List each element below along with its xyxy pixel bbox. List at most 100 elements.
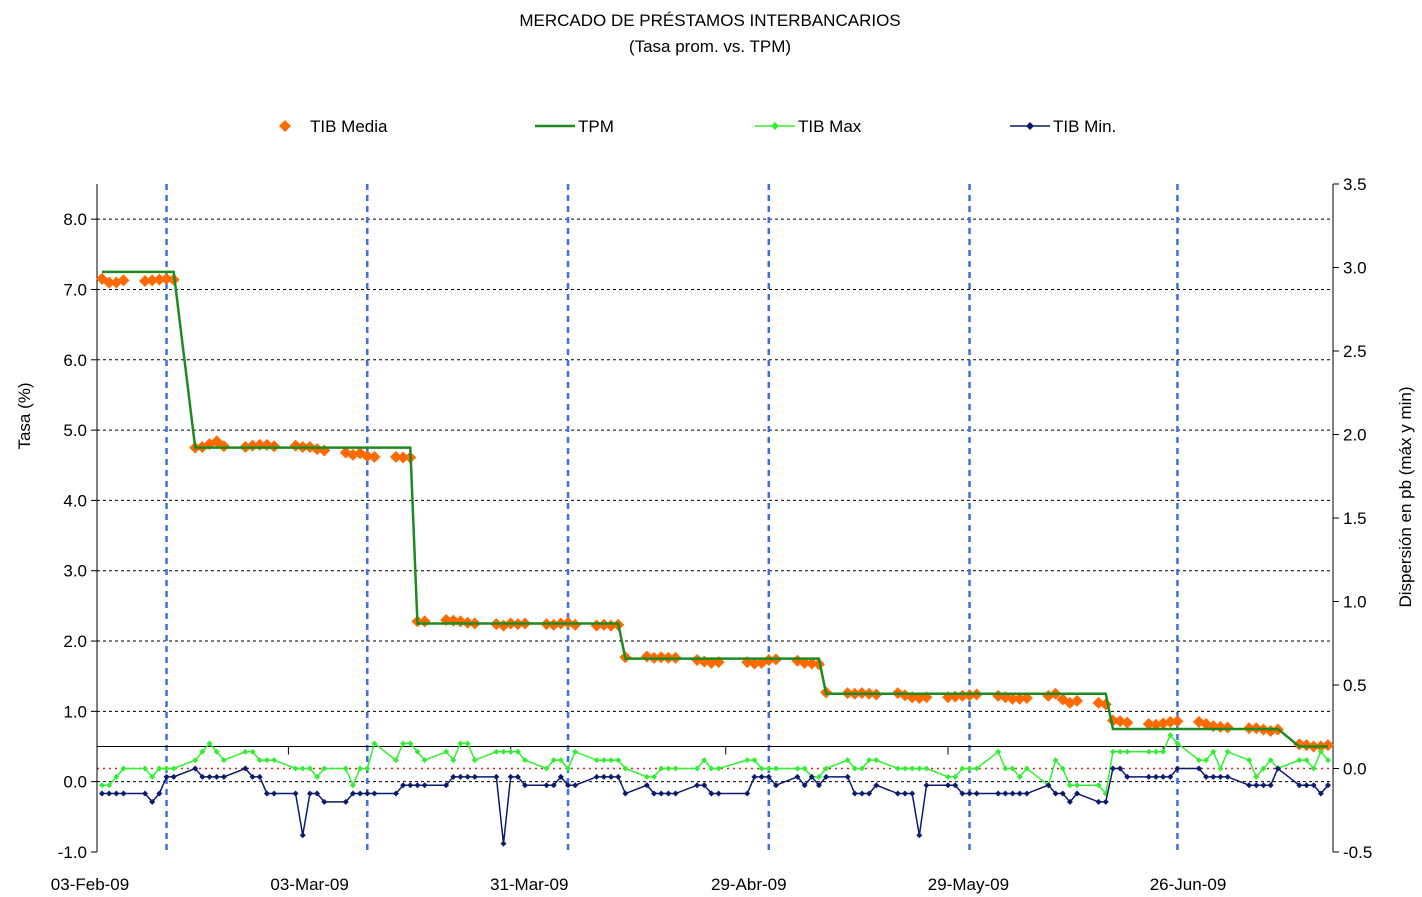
data-point <box>651 790 658 797</box>
y-tick-label-left: 1.0 <box>63 702 87 721</box>
data-point <box>658 790 665 797</box>
data-point <box>342 765 349 772</box>
y-tick-label-left: 6.0 <box>63 351 87 370</box>
data-point <box>894 765 901 772</box>
data-point <box>220 773 227 780</box>
data-point <box>901 790 908 797</box>
legend-marker <box>279 120 291 132</box>
data-point <box>751 773 758 780</box>
data-point <box>314 773 321 780</box>
data-point <box>400 740 407 747</box>
data-point <box>371 740 378 747</box>
data-point <box>600 757 607 764</box>
data-point <box>1023 790 1030 797</box>
data-point <box>170 765 177 772</box>
data-point <box>117 274 130 287</box>
data-point <box>794 773 801 780</box>
x-tick-label: 03-Mar-09 <box>270 875 348 894</box>
data-point <box>665 790 672 797</box>
y-tick-label-right: 1.0 <box>1343 593 1367 612</box>
data-point <box>414 782 421 789</box>
data-point <box>655 651 668 664</box>
data-point <box>959 790 966 797</box>
data-point <box>113 790 120 797</box>
data-point <box>514 748 521 755</box>
data-point <box>99 790 105 797</box>
data-point <box>1074 790 1081 797</box>
data-point <box>1224 773 1231 780</box>
y-tick-label-left: 8.0 <box>63 210 87 229</box>
series-line <box>102 767 1329 844</box>
data-point <box>1303 757 1310 764</box>
y-tick-label-left: 5.0 <box>63 421 87 440</box>
data-point <box>1274 765 1281 772</box>
y-tick-label-right: 2.5 <box>1343 342 1367 361</box>
data-point <box>593 757 600 764</box>
data-point <box>858 765 865 772</box>
data-point <box>658 765 665 772</box>
data-point <box>1322 739 1334 752</box>
data-point <box>1117 748 1124 755</box>
data-point <box>213 748 220 755</box>
x-tick-label: 03-Feb-09 <box>51 875 129 894</box>
data-point <box>952 773 959 780</box>
data-point <box>744 757 751 764</box>
data-point <box>450 757 457 764</box>
data-point <box>1217 773 1224 780</box>
data-point <box>170 773 177 780</box>
data-point <box>600 773 607 780</box>
data-point <box>1009 765 1016 772</box>
y-tick-label-right: 0.5 <box>1343 676 1367 695</box>
data-point <box>106 790 113 797</box>
data-point <box>973 790 980 797</box>
data-point <box>299 832 306 839</box>
data-point <box>263 757 270 764</box>
data-point <box>522 782 529 789</box>
data-point <box>615 773 622 780</box>
data-point <box>1109 748 1116 755</box>
data-point <box>1117 765 1124 772</box>
legend-label: TIB Media <box>310 117 388 136</box>
data-point <box>1221 721 1234 734</box>
data-point <box>715 765 722 772</box>
data-point <box>199 773 206 780</box>
data-point <box>873 757 880 764</box>
data-point <box>256 773 263 780</box>
data-point <box>550 757 557 764</box>
data-point <box>153 273 166 286</box>
legend-label: TPM <box>578 117 614 136</box>
data-point <box>916 765 923 772</box>
data-point <box>163 765 170 772</box>
data-point <box>772 782 779 789</box>
data-point <box>349 790 356 797</box>
data-point <box>464 740 471 747</box>
y-tick-label-right: 0.0 <box>1343 760 1367 779</box>
data-point <box>851 765 858 772</box>
data-point <box>1246 782 1253 789</box>
data-point <box>457 740 464 747</box>
data-point <box>507 748 514 755</box>
data-point <box>220 757 227 764</box>
data-point <box>314 790 321 797</box>
data-point <box>242 765 249 772</box>
data-point <box>823 765 830 772</box>
data-point <box>1160 748 1167 755</box>
data-point <box>1260 782 1267 789</box>
legend: TIB Media TPM TIB Max TIB Min. <box>279 117 1116 136</box>
data-point <box>99 782 105 789</box>
data-point <box>748 657 761 670</box>
y-tick-label-right: 1.5 <box>1343 509 1367 528</box>
data-point <box>1009 790 1016 797</box>
data-point <box>321 798 328 805</box>
data-point <box>120 765 127 772</box>
data-point <box>851 790 858 797</box>
y-tick-label-left: 4.0 <box>63 491 87 510</box>
data-point <box>858 790 865 797</box>
data-point <box>263 790 270 797</box>
x-tick-label: 29-Abr-09 <box>711 875 787 894</box>
data-point <box>242 748 249 755</box>
data-point <box>192 757 199 764</box>
data-point <box>672 790 679 797</box>
data-point <box>622 790 629 797</box>
